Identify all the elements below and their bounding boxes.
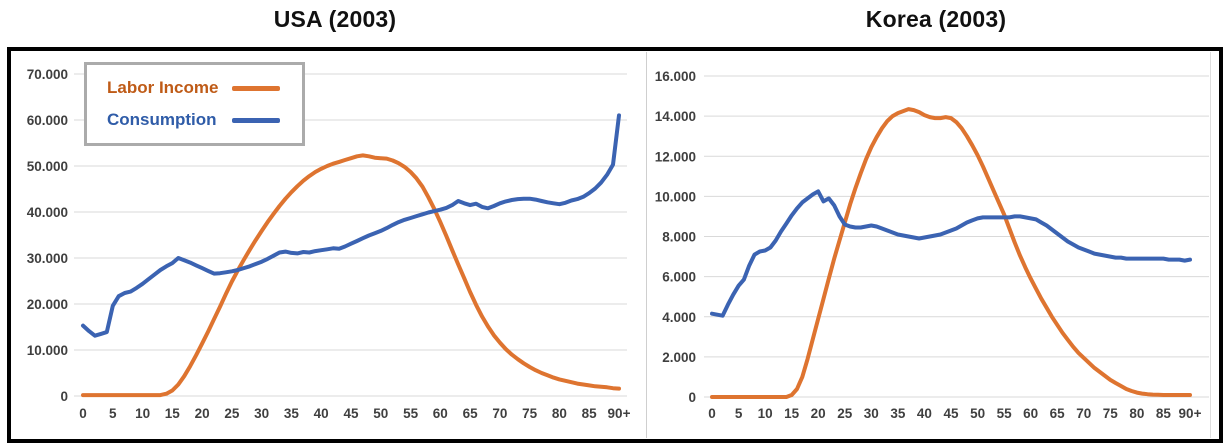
usa-x-tick-label: 40 [314, 406, 329, 421]
usa-x-tick-label: 70 [492, 406, 507, 421]
legend-row-consumption: Consumption [107, 110, 280, 130]
usa-y-tick-label: 30.000 [27, 251, 68, 266]
legend-label-labor-income: Labor Income [107, 78, 219, 97]
usa-x-tick-label: 5 [109, 406, 117, 421]
usa-y-tick-label: 10.000 [27, 343, 68, 358]
korea-x-tick-label: 45 [943, 406, 959, 421]
consumption-line-swatch-icon [232, 117, 280, 123]
usa-x-tick-label: 30 [254, 406, 269, 421]
usa-y-tick-label: 20.000 [27, 297, 68, 312]
usa-x-tick-label: 20 [195, 406, 210, 421]
labor-income-line-swatch-icon [232, 85, 280, 91]
usa-y-tick-label: 60.000 [27, 113, 68, 128]
usa-x-tick-label: 50 [373, 406, 388, 421]
korea-y-tick-label: 14.000 [655, 109, 696, 124]
korea-x-tick-label: 0 [708, 406, 716, 421]
korea-x-tick-label: 60 [1023, 406, 1038, 421]
korea-x-tick-label: 80 [1129, 406, 1144, 421]
korea-panel-right-border [1210, 52, 1211, 438]
usa-x-tick-label: 90+ [608, 406, 631, 421]
korea-labor-income-line [710, 107, 1192, 399]
usa-x-tick-label: 45 [343, 406, 359, 421]
korea-consumption-line [710, 189, 1192, 318]
usa-plot-area: 0 10.000 20.000 30.000 40.000 50.000 60.000 70.… [27, 67, 631, 421]
korea-y-tick-label: 4.000 [662, 310, 696, 325]
usa-x-tick-label: 15 [165, 406, 181, 421]
korea-y-tick-label: 6.000 [662, 270, 696, 285]
korea-x-tick-label: 50 [970, 406, 985, 421]
korea-x-tick-label: 65 [1050, 406, 1066, 421]
usa-labor-income-line [81, 153, 621, 398]
usa-y-tick-label: 0 [60, 389, 68, 404]
korea-x-tick-label: 90+ [1179, 406, 1202, 421]
korea-x-tick-label: 40 [917, 406, 932, 421]
korea-y-tick-label: 2.000 [662, 350, 696, 365]
korea-x-tick-label: 75 [1103, 406, 1119, 421]
korea-y-tick-label: 16.000 [655, 69, 696, 84]
korea-x-tick-label: 10 [758, 406, 773, 421]
usa-y-tick-label: 70.000 [27, 67, 68, 82]
usa-x-tick-label: 55 [403, 406, 419, 421]
korea-x-tick-label: 25 [837, 406, 853, 421]
usa-x-tick-label: 35 [284, 406, 300, 421]
usa-x-tick-label: 65 [463, 406, 479, 421]
korea-x-tick-label: 35 [890, 406, 906, 421]
korea-chart-title: Korea (2003) [865, 6, 1007, 32]
legend: Labor Income Consumption [84, 62, 305, 146]
korea-x-tick-label: 55 [997, 406, 1013, 421]
usa-y-tick-label: 40.000 [27, 205, 68, 220]
legend-row-labor-income: Labor Income [107, 78, 280, 98]
usa-x-tick-label: 75 [522, 406, 538, 421]
usa-x-tick-label: 25 [224, 406, 240, 421]
korea-y-tick-label: 8.000 [662, 230, 696, 245]
usa-consumption-line [81, 113, 621, 338]
korea-plot-area: 0 2.000 4.000 6.000 8.000 10.000 12.000 14.000 1… [655, 69, 1209, 421]
panel-divider [646, 52, 647, 438]
korea-x-tick-label: 30 [864, 406, 879, 421]
korea-x-tick-label: 85 [1156, 406, 1172, 421]
korea-x-tick-label: 5 [735, 406, 743, 421]
korea-x-tick-label: 20 [811, 406, 826, 421]
korea-x-tick-label: 15 [784, 406, 800, 421]
usa-x-tick-label: 85 [582, 406, 598, 421]
korea-y-tick-label: 10.000 [655, 189, 696, 204]
legend-label-consumption: Consumption [107, 110, 217, 129]
usa-x-tick-label: 80 [552, 406, 567, 421]
korea-x-tick-label: 70 [1076, 406, 1091, 421]
korea-y-tick-label: 0 [688, 390, 696, 405]
usa-y-tick-label: 50.000 [27, 159, 68, 174]
usa-chart-title: USA (2003) [273, 6, 397, 32]
korea-y-tick-label: 12.000 [655, 149, 696, 164]
usa-x-tick-label: 0 [79, 406, 87, 421]
usa-x-tick-label: 60 [433, 406, 448, 421]
usa-x-tick-label: 10 [135, 406, 150, 421]
